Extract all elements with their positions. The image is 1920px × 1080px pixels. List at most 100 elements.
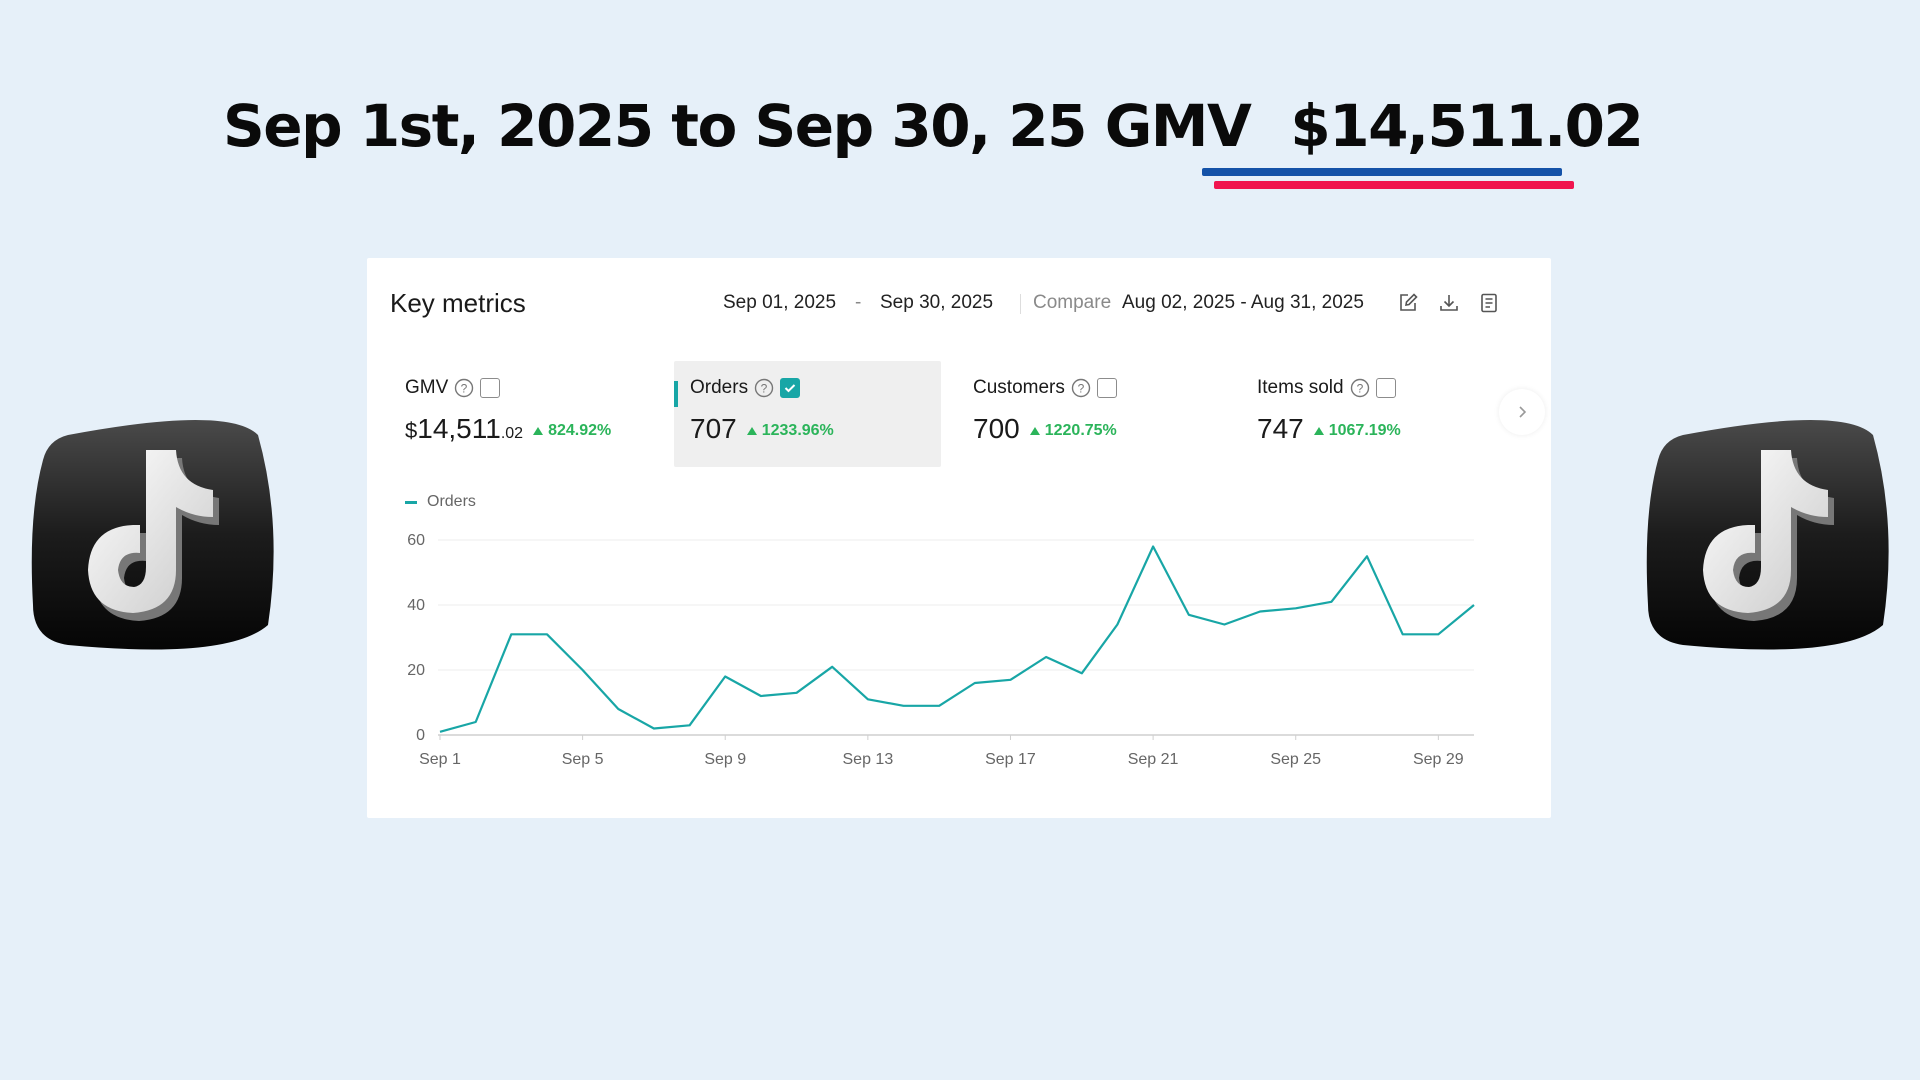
svg-text:?: ? bbox=[761, 382, 768, 396]
legend-label: Orders bbox=[427, 493, 476, 510]
metric-checkbox[interactable] bbox=[1096, 378, 1117, 398]
x-tick-label: Sep 9 bbox=[704, 751, 746, 768]
metric-change: 1220.75% bbox=[1029, 422, 1117, 440]
y-tick-label: 40 bbox=[407, 597, 425, 614]
date-end[interactable]: Sep 30, 2025 bbox=[880, 292, 994, 313]
metric-orders[interactable]: Orders ? 707 1233.96% bbox=[674, 361, 941, 467]
check-icon bbox=[784, 384, 796, 393]
y-tick-label: 60 bbox=[407, 532, 425, 549]
date-start[interactable]: Sep 01, 2025 bbox=[723, 292, 837, 313]
download-icon[interactable] bbox=[1438, 292, 1460, 314]
data-point[interactable] bbox=[721, 673, 729, 681]
data-point[interactable] bbox=[1220, 621, 1228, 629]
metric-gmv[interactable]: GMV ? $14,511.02 824.92% bbox=[367, 361, 647, 467]
data-point[interactable] bbox=[1006, 676, 1014, 684]
metric-cents: .02 bbox=[500, 425, 524, 442]
data-point[interactable] bbox=[579, 666, 587, 674]
metric-value: 700 bbox=[973, 413, 1020, 444]
legend-swatch bbox=[405, 500, 417, 504]
x-tick-label: Sep 29 bbox=[1413, 751, 1464, 768]
data-point[interactable] bbox=[614, 705, 622, 713]
compare-label: Compare bbox=[1033, 292, 1112, 313]
metric-change: 824.92% bbox=[533, 422, 611, 440]
help-icon[interactable]: ? bbox=[1350, 378, 1370, 398]
y-tick-label: 0 bbox=[416, 727, 425, 744]
data-point[interactable] bbox=[900, 702, 908, 710]
x-tick-label: Sep 25 bbox=[1270, 751, 1321, 768]
data-point[interactable] bbox=[1327, 598, 1335, 606]
data-point[interactable] bbox=[935, 702, 943, 710]
data-point[interactable] bbox=[864, 695, 872, 703]
compare-range[interactable]: Aug 02, 2025 - Aug 31, 2025 bbox=[1122, 292, 1364, 313]
data-point[interactable] bbox=[1363, 552, 1371, 560]
next-metrics-button[interactable] bbox=[1499, 389, 1545, 435]
metric-label: GMV bbox=[405, 377, 449, 398]
metric-label: Items sold bbox=[1257, 377, 1344, 398]
y-tick-label: 20 bbox=[407, 662, 425, 679]
active-indicator bbox=[674, 381, 678, 407]
data-point[interactable] bbox=[543, 630, 551, 638]
data-point[interactable] bbox=[1292, 604, 1300, 612]
data-point[interactable] bbox=[971, 679, 979, 687]
series-line-orders[interactable] bbox=[439, 545, 1475, 733]
up-triangle-icon bbox=[533, 427, 544, 435]
metric-change: 1067.19% bbox=[1313, 422, 1401, 440]
divider bbox=[1020, 294, 1021, 314]
metric-change: 1233.96% bbox=[746, 422, 834, 440]
svg-text:?: ? bbox=[1356, 382, 1363, 396]
data-point[interactable] bbox=[828, 663, 836, 671]
data-point[interactable] bbox=[507, 630, 515, 638]
metric-checkbox[interactable] bbox=[1375, 378, 1396, 398]
data-point[interactable] bbox=[1185, 611, 1193, 619]
data-point[interactable] bbox=[686, 721, 694, 729]
data-point[interactable] bbox=[757, 692, 765, 700]
metric-items-sold[interactable]: Items sold ? 747 1067.19% bbox=[1241, 361, 1491, 467]
data-point[interactable] bbox=[1042, 653, 1050, 661]
headline: Sep 1st, 2025 to Sep 30, 25 GMV $14,511.0… bbox=[223, 92, 1644, 160]
headline-amount: $14,511.02 bbox=[1290, 92, 1643, 160]
svg-text:?: ? bbox=[1078, 382, 1085, 396]
x-tick-label: Sep 13 bbox=[843, 751, 894, 768]
x-tick-label: Sep 21 bbox=[1128, 751, 1179, 768]
data-point[interactable] bbox=[1256, 608, 1264, 616]
date-separator: - bbox=[855, 292, 862, 313]
metric-customers[interactable]: Customers ? 700 1220.75% bbox=[957, 361, 1224, 467]
key-metrics-card: Key metrics Sep 01, 2025 - Sep 30, 2025 … bbox=[367, 258, 1551, 818]
data-point[interactable] bbox=[1113, 621, 1121, 629]
metric-currency: $ bbox=[405, 418, 418, 443]
metric-change-value: 1067.19% bbox=[1328, 422, 1401, 439]
data-point[interactable] bbox=[1078, 669, 1086, 677]
headline-text: Sep 1st, 2025 to Sep 30, 25 GMV bbox=[223, 92, 1252, 160]
up-triangle-icon bbox=[1313, 427, 1324, 435]
data-point[interactable] bbox=[793, 689, 801, 697]
metric-change-value: 1220.75% bbox=[1044, 422, 1117, 439]
metric-checkbox[interactable] bbox=[480, 378, 501, 398]
metric-checkbox-checked[interactable] bbox=[780, 378, 801, 398]
help-icon[interactable]: ? bbox=[754, 378, 774, 398]
data-point[interactable] bbox=[1470, 601, 1478, 609]
edit-icon[interactable] bbox=[1397, 292, 1419, 314]
metric-label: Customers bbox=[973, 377, 1065, 398]
metric-value: 14,511 bbox=[417, 413, 501, 444]
help-icon[interactable]: ? bbox=[1071, 378, 1091, 398]
chevron-right-icon bbox=[1519, 406, 1527, 418]
card-title: Key metrics bbox=[390, 288, 526, 318]
up-triangle-icon bbox=[746, 427, 757, 435]
metric-value: 707 bbox=[690, 413, 737, 444]
report-icon[interactable] bbox=[1478, 292, 1500, 314]
metric-value: 747 bbox=[1257, 413, 1304, 444]
data-point[interactable] bbox=[436, 728, 444, 736]
data-point[interactable] bbox=[650, 725, 658, 733]
data-point[interactable] bbox=[472, 718, 480, 726]
tiktok-logo-icon bbox=[1646, 420, 1889, 650]
data-point[interactable] bbox=[1434, 630, 1442, 638]
data-point[interactable] bbox=[1149, 543, 1157, 551]
data-point[interactable] bbox=[1399, 630, 1407, 638]
x-tick-label: Sep 5 bbox=[562, 751, 604, 768]
up-triangle-icon bbox=[1029, 427, 1040, 435]
help-icon[interactable]: ? bbox=[454, 378, 474, 398]
chart-legend[interactable]: Orders bbox=[405, 493, 476, 511]
x-tick-label: Sep 1 bbox=[419, 751, 461, 768]
metric-label: Orders bbox=[690, 377, 749, 398]
metric-change-value: 1233.96% bbox=[761, 422, 834, 439]
